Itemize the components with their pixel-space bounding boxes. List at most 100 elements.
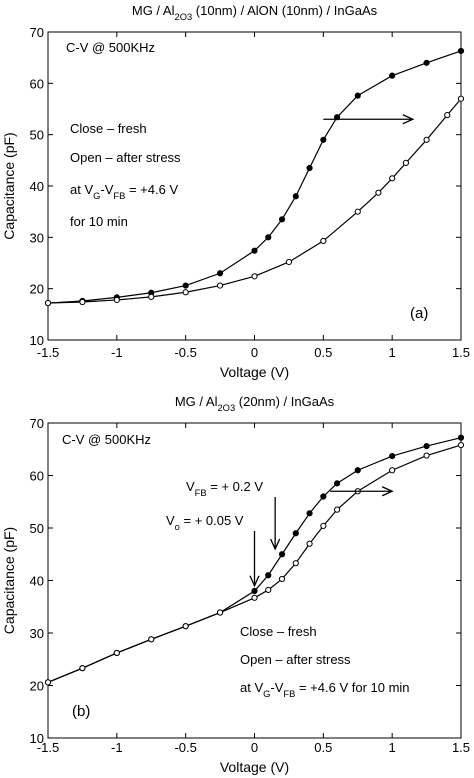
data-point (182, 282, 189, 289)
text-part: = +4.6 V for 10 min (295, 680, 409, 695)
subscript-text: 2 (174, 12, 179, 22)
data-point (251, 273, 258, 280)
x-axis-label: Voltage (V) (220, 759, 289, 775)
y-tick-label: 60 (30, 469, 44, 484)
callout-label: VFB = + 0.2 V (186, 479, 263, 498)
subscript-text: G (93, 191, 100, 201)
x-tick-label: 1 (389, 345, 396, 360)
annotation-text: Close – fresh (70, 121, 147, 136)
text-part: = +4.6 V (125, 182, 178, 197)
data-point (320, 136, 327, 143)
data-point (457, 441, 465, 449)
annotation-text: at VG-VFB = +4.6 V for 10 min (240, 680, 410, 699)
data-point (306, 164, 313, 172)
x-tick-label: -0.5 (174, 345, 196, 360)
x-tick-label: 0 (251, 740, 258, 755)
data-point (375, 189, 382, 196)
data-point (389, 175, 396, 182)
data-point (182, 289, 189, 296)
data-point (423, 136, 430, 143)
data-point (457, 95, 465, 102)
text-part: = + 0.05 V (180, 513, 244, 528)
data-point (444, 112, 451, 119)
text-part: for 10 min (70, 214, 128, 229)
data-point (320, 493, 327, 500)
x-tick-label: 0.5 (314, 740, 332, 755)
annotation-text: C-V @ 500KHz (66, 40, 155, 55)
annotation-text: Close – fresh (240, 624, 317, 639)
data-point (148, 636, 155, 643)
data-point (251, 594, 258, 601)
x-tick-label: -1 (111, 345, 123, 360)
callout-arrow-head (249, 575, 260, 588)
text-part: MG / Al (175, 394, 218, 409)
subscript-text: FB (195, 488, 207, 498)
text-part: V (186, 479, 195, 494)
data-point (334, 506, 341, 513)
subscript-text: FB (283, 689, 295, 699)
data-point (265, 234, 272, 241)
annotation-text: Open – after stress (240, 652, 351, 667)
data-point (423, 443, 430, 450)
text-part: V (166, 513, 175, 528)
text-part: Open – after stress (70, 150, 181, 165)
x-tick-label: -1.5 (37, 345, 59, 360)
series-open (44, 441, 465, 686)
annotation-text: Open – after stress (70, 150, 181, 165)
y-tick-label: 10 (30, 333, 44, 348)
text-part: at V (240, 680, 263, 695)
data-point (113, 296, 120, 304)
subscript-text: O (180, 12, 187, 22)
x-tick-label: -1.5 (37, 740, 59, 755)
panel-label: (b) (72, 703, 90, 720)
series-line (47, 98, 462, 304)
data-point (423, 59, 430, 66)
subscript-text: G (263, 689, 270, 699)
data-point (389, 467, 396, 474)
data-point (44, 299, 52, 307)
text-part: C-V @ 500KHz (62, 432, 151, 447)
data-point (278, 575, 286, 583)
x-tick-label: 0 (251, 345, 258, 360)
y-tick-label: 70 (30, 25, 44, 40)
data-point (265, 586, 272, 594)
data-point (278, 551, 286, 558)
data-point (354, 92, 361, 99)
series-closed (44, 47, 465, 307)
annotation-text: at VG-VFB = +4.6 V (70, 182, 178, 201)
data-point (79, 665, 86, 672)
x-tick-label: -1 (111, 740, 123, 755)
data-point (423, 452, 430, 459)
y-tick-label: 60 (30, 76, 44, 91)
callout-label: Vo = + 0.05 V (166, 513, 244, 532)
y-axis-label: Capacitance (pF) (1, 132, 17, 239)
data-point (285, 258, 293, 266)
data-point (457, 47, 465, 55)
y-tick-label: 40 (30, 179, 44, 194)
text-part: Open – after stress (240, 652, 351, 667)
y-tick-label: 50 (30, 128, 44, 143)
data-point (306, 540, 313, 547)
data-point (278, 216, 286, 223)
y-tick-label: 70 (30, 416, 44, 431)
x-tick-label: 0.5 (314, 345, 332, 360)
subscript-text: o (175, 522, 180, 532)
y-tick-label: 50 (30, 521, 44, 536)
data-point (44, 679, 52, 686)
data-point (457, 434, 465, 441)
data-point (79, 298, 86, 306)
chart-title: MG / Al2O3 (10nm) / AlON (10nm) / InGaAs (132, 3, 378, 22)
x-tick-label: -0.5 (174, 740, 196, 755)
data-point (216, 609, 224, 616)
y-axis-label: Capacitance (pF) (1, 527, 17, 634)
panel-label: (a) (410, 305, 428, 322)
callout-arrow-head (270, 538, 281, 551)
subscript-text: 3 (230, 403, 235, 413)
data-point (216, 282, 224, 289)
text-part: MG / Al (132, 3, 175, 18)
series-line (47, 50, 462, 304)
subscript-text: 3 (187, 12, 192, 22)
text-part: = + 0.2 V (207, 479, 264, 494)
y-tick-label: 30 (30, 230, 44, 245)
data-point (306, 510, 313, 517)
